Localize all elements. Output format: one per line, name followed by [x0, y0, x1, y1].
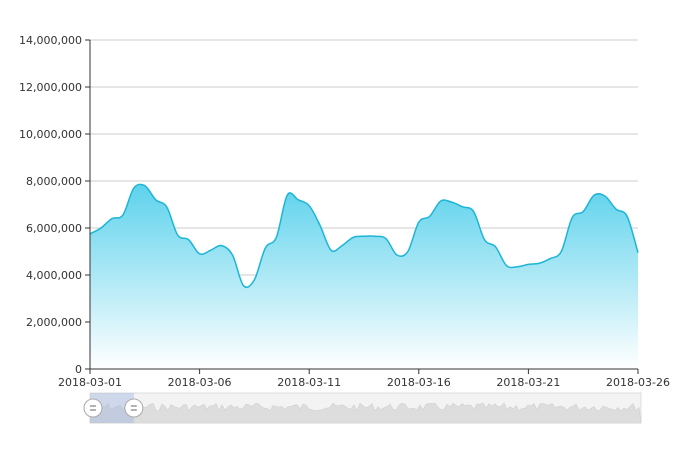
y-tick-label: 14,000,000: [19, 34, 82, 47]
data-zoom-slider[interactable]: [83, 392, 642, 424]
zoom-preview-shadow: [89, 402, 642, 424]
axes: 0 2,000,000 4,000,000 6,000,000 8,000,000 10,…: [19, 34, 670, 389]
y-tick-label: 2,000,000: [26, 316, 82, 329]
x-tick-label: 2018-03-01: [58, 376, 122, 389]
y-tick-label: 4,000,000: [26, 269, 82, 282]
series-area: [89, 183, 639, 369]
y-tick-label: 6,000,000: [26, 222, 82, 235]
y-tick-label: 10,000,000: [19, 128, 82, 141]
zoom-handle-start[interactable]: [83, 398, 103, 418]
y-tick-label: 0: [75, 363, 82, 376]
x-tick-label: 2018-03-16: [387, 376, 451, 389]
zoom-handle-knob[interactable]: [83, 398, 103, 418]
x-tick-label: 2018-03-26: [606, 376, 670, 389]
y-tick-label: 12,000,000: [19, 81, 82, 94]
x-tick-label: 2018-03-06: [168, 376, 232, 389]
zoom-handle-end[interactable]: [124, 398, 144, 418]
y-tick-label: 8,000,000: [26, 175, 82, 188]
series-area-fill: [90, 184, 638, 369]
x-tick-label: 2018-03-21: [496, 376, 560, 389]
zoom-handle-knob[interactable]: [124, 398, 144, 418]
x-tick-label: 2018-03-11: [277, 376, 341, 389]
series-line: [89, 183, 639, 289]
